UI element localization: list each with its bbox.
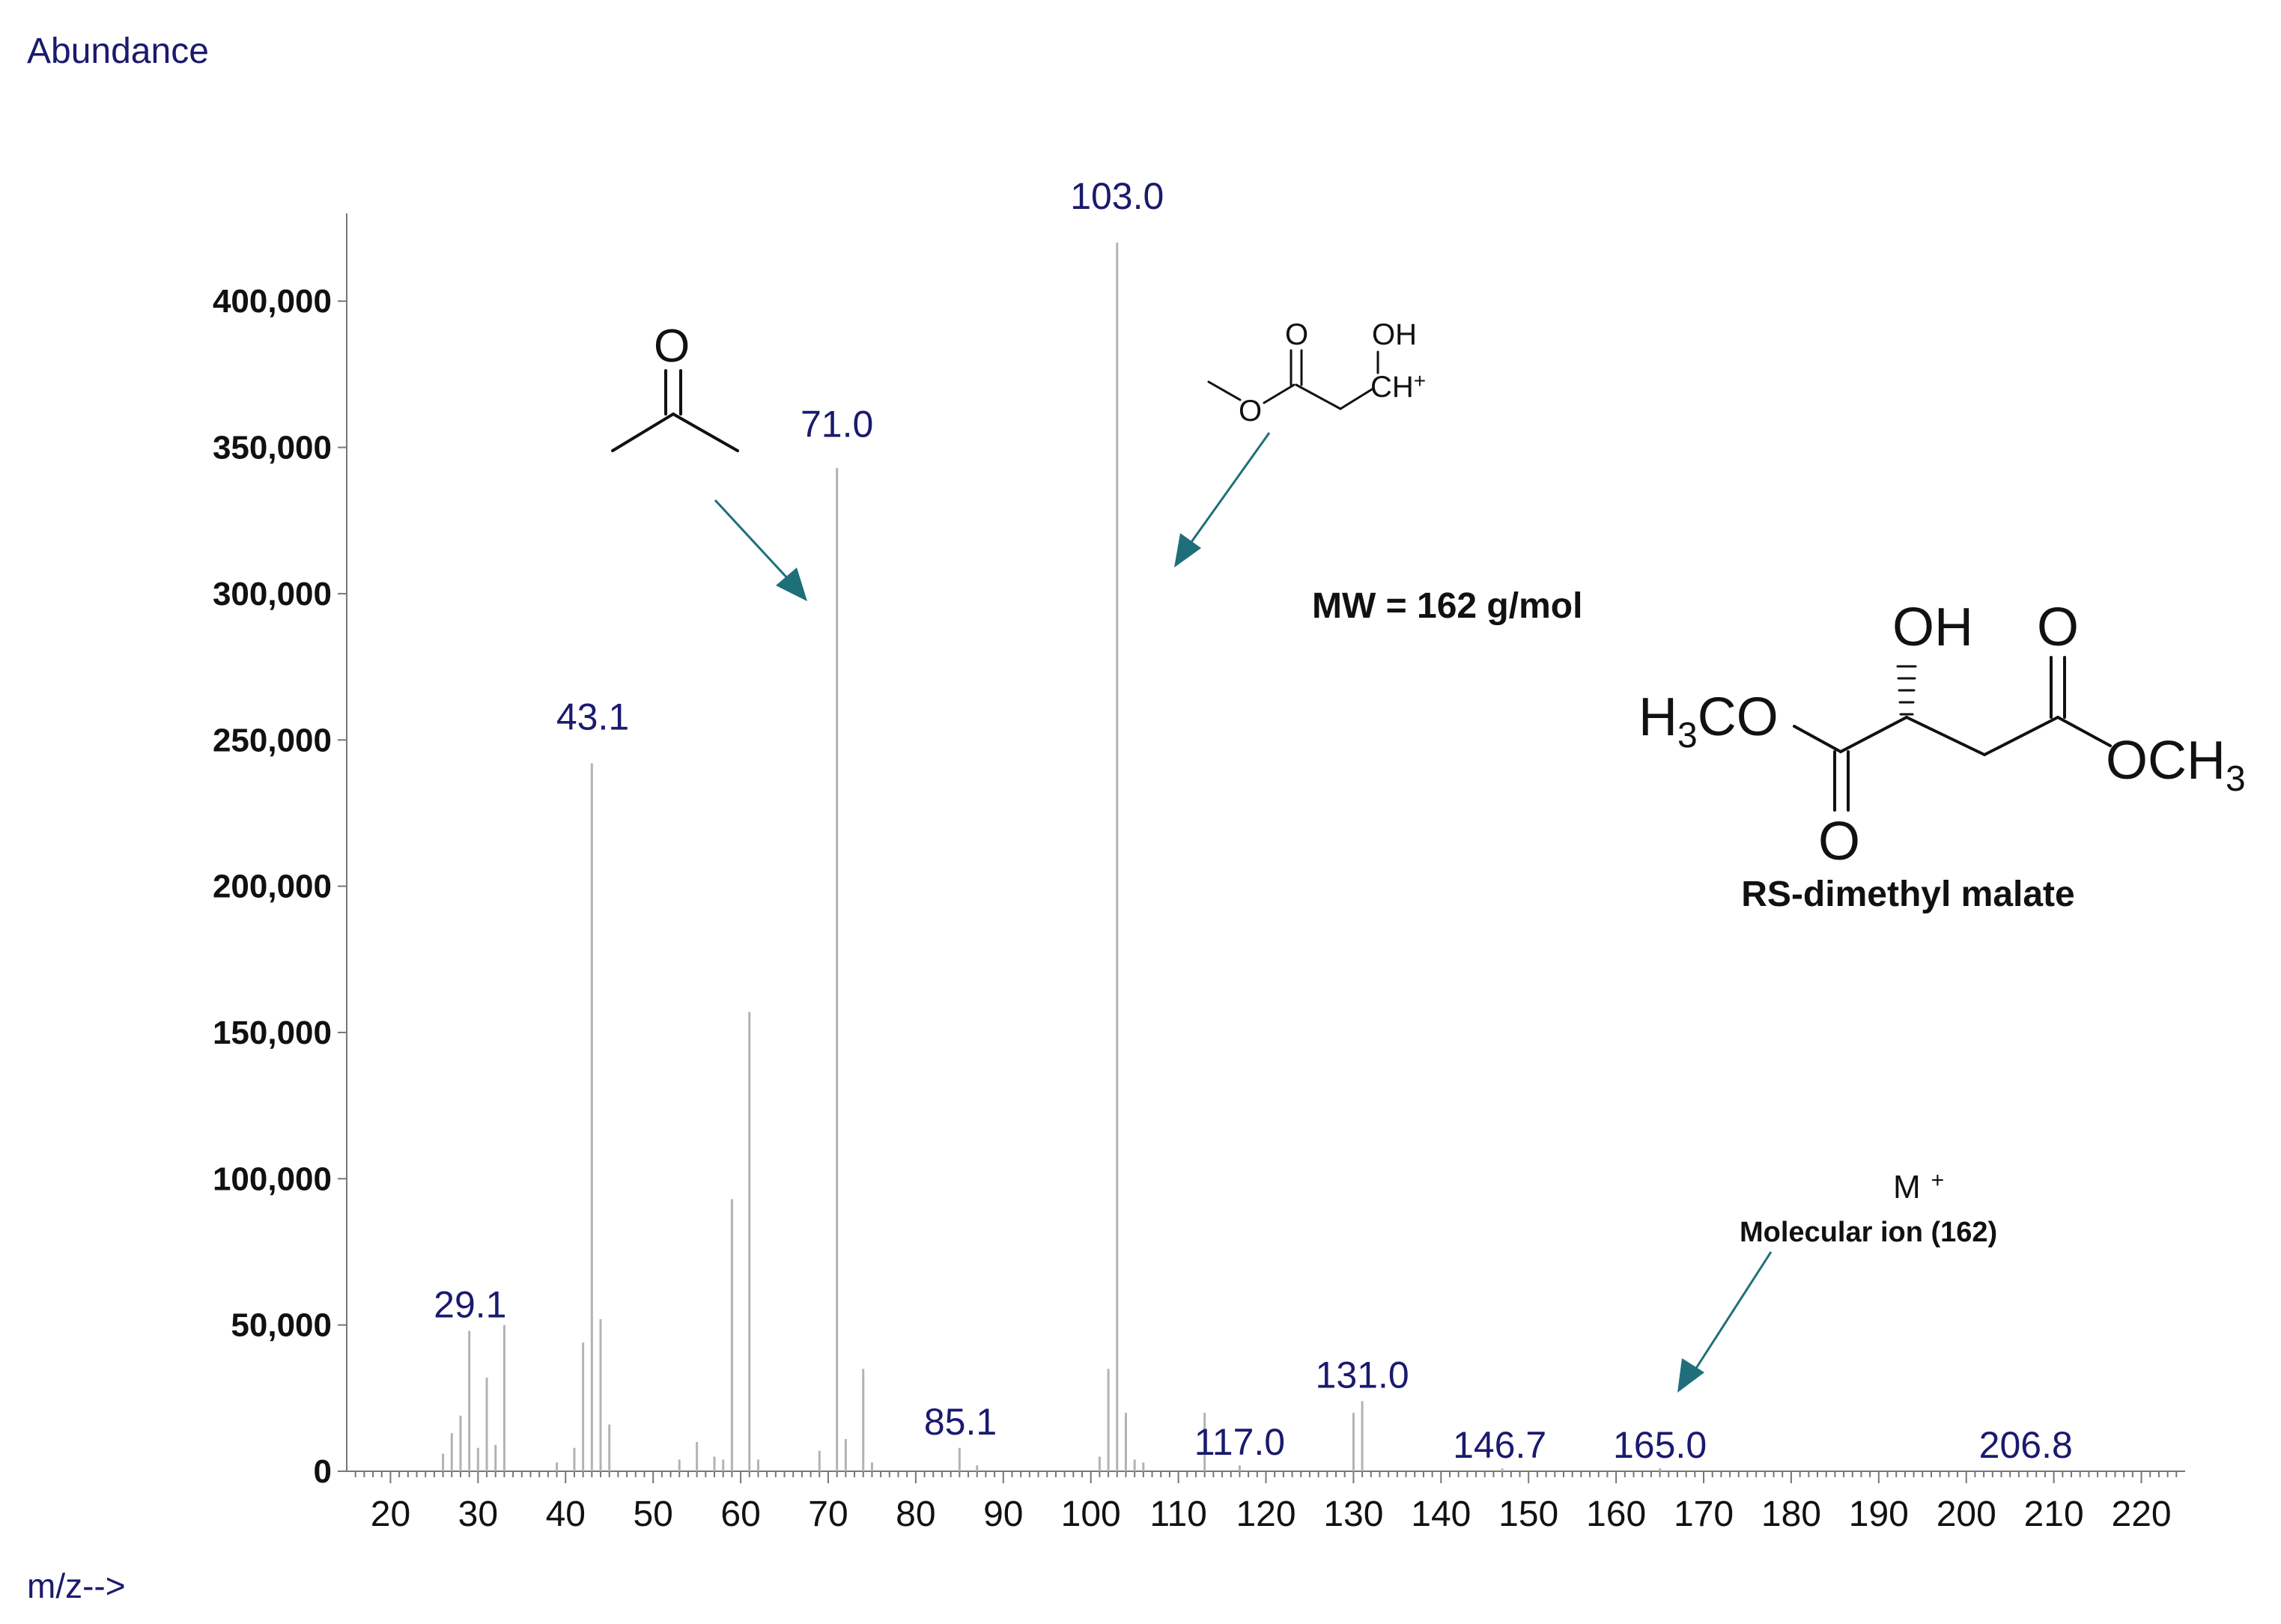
malate-methoxy-right: OCH3 [2106, 731, 2246, 799]
x-tick-label: 170 [1674, 1494, 1734, 1534]
malate-subscript-3-left: 3 [1677, 716, 1698, 755]
malate-och: OCH [2106, 731, 2226, 791]
y-axis-label: Abundance [27, 31, 209, 71]
x-tick-label: 180 [1761, 1494, 1821, 1534]
fragment-bond-ch [1339, 388, 1373, 410]
arrow-head-103 [1174, 533, 1201, 568]
x-ticks: 20 30 40 50 60 70 80 90 100 110 120 130 140 150 160 170… [354, 1471, 2178, 1534]
malate-bond-4 [1983, 716, 2059, 756]
x-tick-label: 50 [633, 1494, 672, 1534]
peak-label-85-1: 85.1 [924, 1401, 997, 1443]
x-tick-label: 80 [896, 1494, 935, 1534]
molecular-ion-charge: + [1931, 1168, 1945, 1193]
y-tick-label: 350,000 [213, 430, 332, 466]
molecular-ion-symbol: M + [1893, 1168, 1944, 1205]
compound-name: RS-dimethyl malate [1741, 875, 2074, 914]
y-tick-label: 150,000 [213, 1015, 332, 1051]
x-tick-label: 30 [458, 1494, 498, 1534]
malate-carbonyl-oxygen-bottom: O [1818, 812, 1860, 872]
molecular-ion-m: M [1893, 1169, 1921, 1205]
acetyl-structure: O [611, 320, 739, 452]
arrow-head-71 [776, 568, 807, 601]
arrow-to-molecular-ion [1677, 1251, 1773, 1393]
molecular-ion-note: Molecular ion (162) [1740, 1217, 1997, 1248]
peak-label-117-0: 117.0 [1194, 1421, 1285, 1463]
fragment-bond-methyl [1207, 380, 1242, 401]
fragment-hydroxyl: OH [1372, 318, 1417, 351]
x-tick-label: 110 [1149, 1494, 1207, 1534]
arrow-to-71 [714, 499, 807, 601]
peak-label-43-1: 43.1 [556, 696, 629, 738]
x-tick-label: 40 [546, 1494, 586, 1534]
acetyl-oxygen: O [654, 320, 690, 372]
y-tick-label: 50,000 [231, 1307, 332, 1344]
y-ticks: 0 50,000 100,000 150,000 200,000 250,000 300,0… [213, 283, 347, 1490]
malate-bond-5 [2056, 716, 2112, 747]
malate-bond-1 [1793, 725, 1842, 753]
y-tick-label: 300,000 [213, 576, 332, 612]
malate-stereo-hash-bond [1896, 665, 1917, 716]
fragment-ch-text: CH [1370, 371, 1414, 404]
peak-label-165-0: 165.0 [1613, 1424, 1707, 1466]
x-tick-label: 70 [808, 1494, 848, 1534]
fragment-cation: CH+ [1370, 369, 1426, 404]
y-tick-label: 200,000 [213, 869, 332, 905]
malate-co: CO [1698, 687, 1779, 747]
fragment-ester-oxygen: O [1239, 395, 1262, 428]
y-tick-label: 400,000 [213, 283, 332, 320]
fragment-plus: + [1414, 369, 1426, 392]
acetyl-bond-right [672, 413, 739, 452]
x-axis-label: m/z--> [27, 1566, 126, 1605]
x-tick-label: 210 [2024, 1494, 2084, 1534]
malate-carbonyl-oxygen-right: O [2037, 597, 2079, 657]
fragment-103-structure: O OH O CH+ [1207, 318, 1426, 428]
malate-bond-2 [1839, 716, 1908, 753]
y-tick-label: 100,000 [213, 1161, 332, 1197]
y-tick-label: 0 [314, 1453, 332, 1490]
peak-label-131-0: 131.0 [1316, 1354, 1409, 1396]
molecular-weight-note: MW = 162 g/mol [1312, 586, 1582, 626]
malate-bond-3 [1905, 716, 1986, 756]
peak-label-206-8: 206.8 [1979, 1424, 2073, 1466]
x-tick-label: 160 [1586, 1494, 1646, 1534]
y-tick-label: 250,000 [213, 722, 332, 758]
malate-methoxy-left: H3CO [1638, 687, 1779, 755]
x-tick-label: 20 [371, 1494, 410, 1534]
acetyl-bond-left [611, 413, 675, 452]
x-tick-label: 130 [1323, 1494, 1383, 1534]
x-tick-label: 150 [1498, 1494, 1558, 1534]
fragment-bond-ester [1263, 383, 1296, 404]
peak-label-71-0: 71.0 [801, 404, 873, 445]
x-tick-label: 120 [1236, 1494, 1296, 1534]
x-tick-label: 190 [1849, 1494, 1909, 1534]
peak-label-103-0: 103.0 [1070, 175, 1164, 217]
arrow-to-103 [1174, 432, 1271, 568]
x-tick-label: 140 [1411, 1494, 1471, 1534]
peak-label-29-1: 29.1 [434, 1284, 506, 1326]
fragment-bond-chain [1295, 383, 1342, 410]
dimethyl-malate-structure: H3CO OH O O OCH3 [1638, 597, 2246, 872]
x-tick-label: 90 [983, 1494, 1023, 1534]
x-tick-label: 200 [1937, 1494, 1996, 1534]
x-tick-label: 220 [2112, 1494, 2172, 1534]
arrow-head-molecular-ion [1677, 1358, 1704, 1393]
peak-labels: 29.1 43.1 71.0 85.1 103.0 117.0 131.0 146.7 165.… [434, 175, 2073, 1466]
malate-subscript-3-right: 3 [2226, 759, 2246, 799]
malate-hydroxyl: OH [1892, 597, 1973, 657]
x-tick-label: 60 [720, 1494, 760, 1534]
spectrum-peaks [442, 243, 1662, 1471]
x-tick-label: 100 [1061, 1494, 1121, 1534]
fragment-carbonyl-oxygen: O [1285, 318, 1308, 351]
peak-label-146-7: 146.7 [1453, 1424, 1546, 1466]
malate-h: H [1638, 687, 1677, 747]
